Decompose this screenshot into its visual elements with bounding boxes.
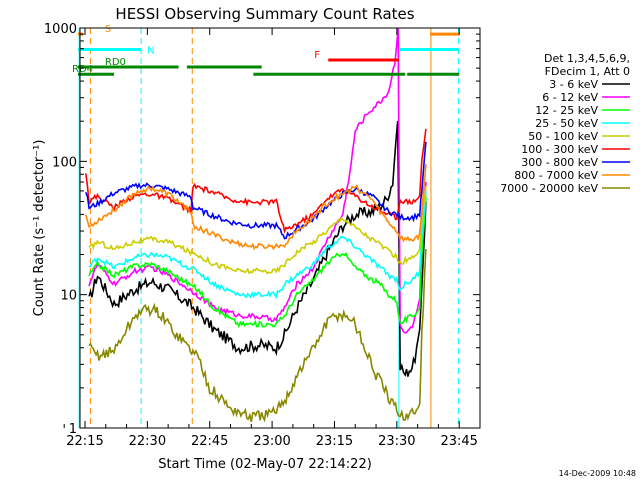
x-tick-label: 23:45 <box>440 434 477 449</box>
y-tick-label: 1000 <box>44 22 77 37</box>
plot-frame <box>79 27 481 429</box>
series-line <box>88 248 427 423</box>
legend-entry-label: 3 - 6 keV <box>549 78 598 91</box>
legend-header-line: Det 1,3,4,5,6,9, <box>544 52 630 65</box>
status-bar-label: RD0 <box>105 57 126 68</box>
series-line <box>85 164 427 251</box>
x-tick-label: 23:00 <box>253 434 290 449</box>
x-tick-label: 22:15 <box>66 434 103 449</box>
status-bars: S N F RD0 RD4 <box>72 24 460 76</box>
series-line <box>88 195 427 329</box>
series-line <box>88 28 427 334</box>
status-bar-label: RD4 <box>72 64 93 75</box>
x-tick-label: 23:30 <box>378 434 415 449</box>
y-tick-label: 1 <box>69 422 77 437</box>
y-axis-label: Count Rate (s⁻¹ detector⁻¹) <box>32 140 47 317</box>
status-bar-label: F <box>314 50 320 61</box>
plot-area: S N F RD0 RD4 22:15 22:30 22:45 23:00 23:15 23:30… <box>44 22 481 449</box>
status-bar-label: S <box>105 24 111 35</box>
legend-entry-label: 6 - 12 keV <box>542 91 598 104</box>
chart-title: HESSI Observing Summary Count Rates <box>115 5 414 23</box>
x-tick-label: 22:45 <box>191 434 228 449</box>
legend: Det 1,3,4,5,6,9,FDecim 1, Att 03 - 6 keV… <box>500 52 630 195</box>
legend-header-line: FDecim 1, Att 0 <box>545 65 630 78</box>
timestamp-label: 14-Dec-2009 10:48 <box>559 469 636 478</box>
legend-entry-label: 25 - 50 keV <box>535 117 598 130</box>
legend-entry-label: 100 - 300 keV <box>521 143 598 156</box>
series-layer <box>85 28 427 423</box>
axis-ticks: 22:15 22:30 22:45 23:00 23:15 23:30 23:45 1 10 10… <box>44 22 480 449</box>
legend-entry-label: 7000 - 20000 keV <box>500 182 598 195</box>
legend-entry-label: 300 - 800 keV <box>521 156 598 169</box>
x-tick-label: 23:15 <box>316 434 353 449</box>
x-tick-label: 22:30 <box>129 434 166 449</box>
status-bar-label: N <box>147 45 154 56</box>
series-line <box>88 186 427 275</box>
legend-entry-label: 50 - 100 keV <box>528 130 598 143</box>
series-line <box>88 120 427 377</box>
legend-entry-label: 12 - 25 keV <box>535 104 598 117</box>
y-tick-label: 100 <box>52 155 77 170</box>
x-axis-label: Start Time (02-May-07 22:14:22) <box>158 457 372 472</box>
legend-entry-label: 800 - 7000 keV <box>514 169 598 182</box>
series-line <box>85 128 427 235</box>
series-line <box>88 190 427 299</box>
series-line <box>85 141 427 240</box>
y-tick-label: 10 <box>60 289 77 304</box>
